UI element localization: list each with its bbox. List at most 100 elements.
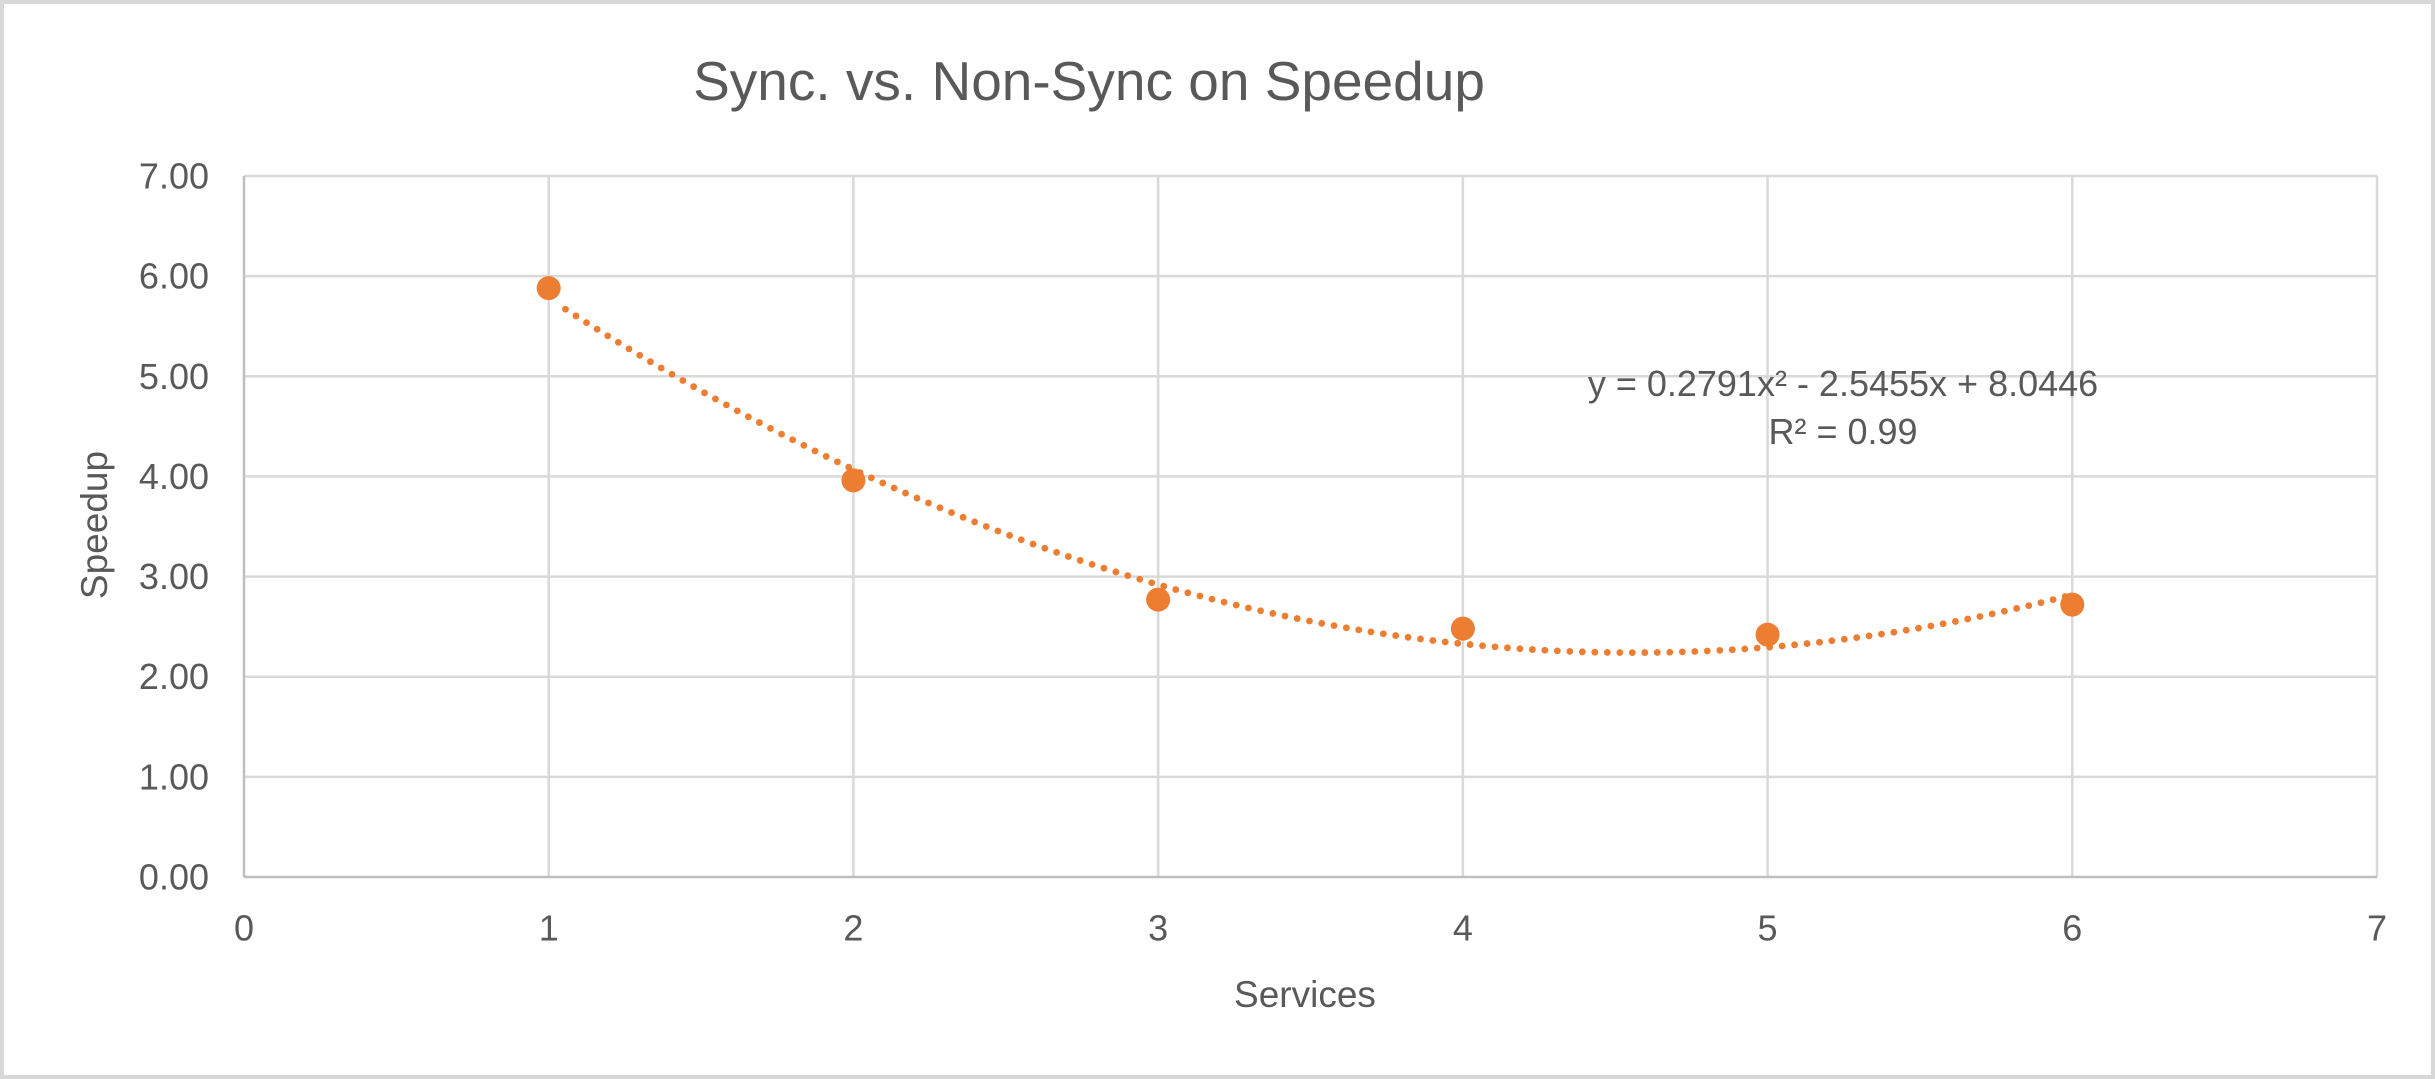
trendline-dot bbox=[733, 407, 741, 415]
trendline-dot bbox=[1076, 557, 1084, 564]
trendline-dot bbox=[1927, 622, 1935, 630]
y-tick-label: 1.00 bbox=[139, 756, 209, 797]
trendline-dot bbox=[936, 504, 944, 512]
trendline-dot bbox=[1541, 646, 1549, 654]
trendline-dot bbox=[1865, 632, 1873, 640]
trendline-dot bbox=[712, 395, 719, 403]
trendline-dot bbox=[1342, 624, 1350, 632]
trendline-dot bbox=[1454, 639, 1462, 647]
trendline-dot bbox=[583, 319, 590, 327]
trendline-dot bbox=[1088, 560, 1096, 568]
x-axis-title: Services bbox=[1234, 974, 1376, 1015]
trendline-dot bbox=[1603, 649, 1611, 656]
trendline-dot bbox=[2001, 607, 2008, 615]
trendline-dot bbox=[811, 447, 819, 455]
trendline-dot bbox=[1306, 617, 1313, 625]
trendline-dot bbox=[1491, 643, 1499, 651]
trendline-dot bbox=[1367, 628, 1375, 636]
trendline-dot bbox=[1988, 610, 1996, 618]
trendline-dot bbox=[1244, 604, 1252, 612]
trendline-dot bbox=[959, 513, 967, 521]
data-point bbox=[1146, 587, 1171, 612]
trendline-dot bbox=[1666, 648, 1674, 656]
data-point bbox=[1450, 616, 1475, 641]
trendline-dot bbox=[1041, 544, 1049, 552]
trendline-dot bbox=[1578, 648, 1586, 656]
trendline-dot bbox=[1952, 618, 1959, 625]
trendline-dot bbox=[1392, 632, 1400, 639]
y-tick-label: 4.00 bbox=[139, 456, 209, 497]
gridlines bbox=[244, 174, 2379, 877]
trendline-dot bbox=[1232, 601, 1240, 609]
trendline-dot bbox=[1741, 645, 1749, 653]
trendline-dot bbox=[668, 370, 676, 378]
trendline-dot bbox=[1516, 645, 1524, 653]
trendline-dot bbox=[1053, 549, 1060, 556]
x-tick-label: 7 bbox=[2367, 908, 2387, 949]
trendline-dot bbox=[1006, 532, 1013, 539]
trendline-dot bbox=[1017, 536, 1025, 544]
trendline-dot bbox=[789, 436, 797, 444]
trendline-dot bbox=[1172, 586, 1180, 593]
trendline-dot bbox=[1504, 644, 1511, 652]
trendline-dot bbox=[1828, 637, 1836, 645]
trendline-dot bbox=[1778, 642, 1786, 650]
trendline-dot bbox=[1791, 641, 1798, 649]
trendline-dot bbox=[1566, 647, 1574, 655]
chart-title: Sync. vs. Non-Sync on Speedup bbox=[693, 50, 1485, 112]
trendline-dot bbox=[1220, 598, 1228, 606]
trendline-dot bbox=[800, 441, 808, 449]
trendline-dot bbox=[1890, 628, 1898, 636]
trendline-dot bbox=[2013, 605, 2021, 612]
trendline-dot bbox=[1840, 635, 1848, 643]
trendline-dot bbox=[1528, 646, 1536, 653]
trendline-dot bbox=[1628, 649, 1636, 657]
x-tick-label: 3 bbox=[1148, 908, 1168, 949]
trendline-dot bbox=[1196, 592, 1204, 600]
trendline-dot bbox=[1404, 633, 1412, 641]
trendline-dot bbox=[982, 523, 990, 530]
trendline-dot bbox=[1553, 647, 1561, 655]
trendline-dot bbox=[913, 494, 921, 502]
trendline-dot bbox=[690, 383, 698, 391]
trendline-dot bbox=[1853, 634, 1861, 642]
x-tick-label: 0 bbox=[234, 908, 254, 949]
y-tick-label: 3.00 bbox=[139, 556, 209, 597]
tick-labels: 0.00 1.00 2.00 3.00 4.00 5.00 6.00 7.00 0 1 2 3 4 5 6 7 bbox=[139, 156, 2387, 949]
trendline-r-squared: R² = 0.99 bbox=[1768, 411, 1918, 452]
trendline-dot bbox=[647, 358, 654, 366]
trendline-dot bbox=[1878, 630, 1885, 638]
y-tick-label: 7.00 bbox=[139, 156, 209, 197]
trendline-dot bbox=[1100, 564, 1108, 572]
trendline-dot bbox=[1466, 641, 1474, 648]
trendline-dot bbox=[767, 424, 774, 432]
trendline-dot bbox=[1160, 582, 1168, 590]
trendline-dot bbox=[722, 401, 730, 409]
trendline-dot bbox=[625, 345, 633, 353]
x-tick-label: 4 bbox=[1453, 908, 1473, 949]
axis-lines bbox=[242, 176, 2377, 879]
trendline-dot bbox=[925, 499, 932, 507]
trendline-dot bbox=[1355, 626, 1363, 634]
trendline-dot bbox=[1257, 607, 1264, 615]
x-tick-label: 5 bbox=[1758, 908, 1778, 949]
trendline-dot bbox=[1616, 649, 1624, 656]
trendline-dot bbox=[1417, 635, 1424, 643]
trendline-dot bbox=[902, 489, 909, 497]
trendline-dot bbox=[971, 518, 979, 526]
trendline-dot bbox=[1379, 630, 1387, 638]
trendline-dot bbox=[604, 332, 612, 340]
trendline-dot bbox=[1915, 624, 1922, 632]
trendline-dot bbox=[834, 458, 841, 466]
trendline-dot bbox=[1716, 646, 1724, 654]
trendline-dot bbox=[1803, 640, 1811, 647]
trendline-equation: y = 0.2791x² - 2.5455x + 8.0446 R² = 0.9… bbox=[1588, 360, 2098, 456]
data-point bbox=[2060, 592, 2085, 617]
trendline-dot bbox=[1281, 612, 1289, 620]
y-tick-label: 6.00 bbox=[139, 256, 209, 297]
trendline-dot bbox=[879, 479, 887, 487]
trendline-dot bbox=[1691, 648, 1699, 655]
trendline-dot bbox=[657, 364, 665, 372]
trendline-dot bbox=[1939, 620, 1947, 628]
trendline-dot bbox=[744, 413, 752, 421]
